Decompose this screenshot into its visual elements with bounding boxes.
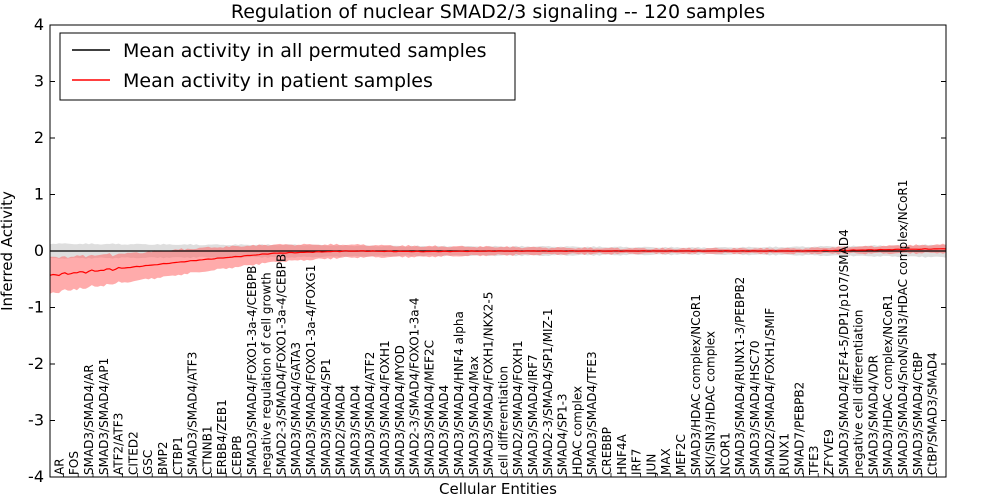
- category-label: CTNNB1: [200, 425, 214, 475]
- category-label: MAX: [659, 448, 673, 475]
- category-label: SMAD2/SMAD4/FOXH1: [511, 340, 525, 475]
- y-tick-label: 1: [34, 185, 44, 204]
- category-label: SMAD3/HDAC complex/NCoR1: [689, 294, 703, 475]
- category-label: JUN: [644, 454, 658, 476]
- category-label: SMAD3/SMAD4/ATF2: [363, 352, 377, 475]
- category-label: HNF4A: [615, 433, 629, 475]
- y-ticks: 4 3 2 1 0 -1 -2 -3 -4: [28, 15, 946, 486]
- category-label: SMAD3/SMAD4/FOXO1-3a-4/FOXG1: [304, 265, 318, 475]
- category-labels: AR FOS SMAD3/SMAD4/AR SMAD3/SMAD4/AP1 ATF2/A…: [52, 180, 939, 476]
- category-label: SMAD3/SMAD4: [437, 385, 451, 475]
- category-label: SMAD2-3/SMAD4/FOXO1-3a-4/CEBPB: [274, 254, 288, 475]
- category-label: SMAD3/SMAD4/ATF3: [186, 352, 200, 475]
- y-tick-label: -3: [28, 411, 44, 430]
- category-label: CTBP1: [171, 436, 185, 475]
- y-tick-label: 4: [34, 15, 44, 34]
- category-label: RUNX1: [778, 433, 792, 475]
- category-label: CtBP/SMAD3/SMAD4: [926, 352, 940, 475]
- category-label: SKI/SIN3/HDAC complex: [704, 331, 718, 475]
- category-label: SMAD3/SMAD4/Max: [467, 356, 481, 475]
- category-label: AR: [52, 458, 66, 475]
- y-tick-label: -2: [28, 354, 44, 373]
- category-label: SMAD3/SMAD4/FOXH1/NKX2-5: [482, 292, 496, 475]
- category-label: SMAD3/SMAD4/CtBP: [911, 352, 925, 475]
- category-label: SMAD2-3/SMAD4/SP1/MIZ-1: [541, 308, 555, 475]
- y-tick-label: -4: [28, 467, 44, 486]
- y-axis-label: Inferred Activity: [0, 191, 16, 311]
- patient-band: [50, 243, 946, 294]
- category-label: cell differentiation: [496, 366, 510, 475]
- category-label: GSC: [141, 450, 155, 475]
- category-label: SMAD2-3/SMAD4/FOXO1-3a-4: [408, 297, 422, 475]
- category-label: SMAD3/SMAD4/AP1: [97, 358, 111, 475]
- category-label: MEF2C: [674, 434, 688, 475]
- category-label: negative regulation of cell growth: [260, 272, 274, 475]
- category-label: SMAD3/SMAD4/MYOD: [393, 345, 407, 475]
- category-label: CEBPB: [230, 435, 244, 475]
- category-label: CITED2: [126, 431, 140, 475]
- category-label: SMAD3/SMAD4/IRF7: [526, 354, 540, 475]
- category-label: SMAD3/SMAD4/HSC70: [748, 341, 762, 475]
- category-label: SMAD3/SMAD4/VDR: [866, 355, 880, 475]
- legend: Mean activity in all permuted samples Me…: [59, 32, 516, 101]
- category-label: SMAD2/SMAD4: [334, 385, 348, 475]
- category-label: ATF2/ATF3: [112, 413, 126, 475]
- y-tick-label: 2: [34, 128, 44, 147]
- legend-label-permuted: Mean activity in all permuted samples: [123, 40, 486, 62]
- category-label: SMAD7/PEBPB2: [792, 382, 806, 475]
- category-label: BMP2: [156, 442, 170, 475]
- category-label: CREBBP: [600, 427, 614, 475]
- category-label: SMAD3/SMAD4/E2F4-5/DP1/p107/SMAD4: [837, 229, 851, 475]
- category-label: SMAD3/SMAD4/FOXH1: [378, 340, 392, 475]
- category-label: SMAD3/SMAD4: [348, 385, 362, 475]
- legend-label-patient: Mean activity in patient samples: [123, 70, 433, 92]
- category-label: HDAC complex: [570, 386, 584, 475]
- category-label: ZFYVE9: [822, 429, 836, 475]
- series-lines: [49, 248, 947, 277]
- chart-title: Regulation of nuclear SMAD2/3 signaling …: [231, 1, 765, 23]
- category-label: SMAD3/HDAC complex/NCoR1: [881, 294, 895, 475]
- y-tick-label: 3: [34, 72, 44, 91]
- y-tick-label: -1: [28, 298, 44, 317]
- category-label: NCOR1: [718, 432, 732, 475]
- category-label: SMAD3/SMAD4/MEF2C: [422, 340, 436, 475]
- x-axis-label: Cellular Entities: [439, 480, 557, 498]
- category-label: ERBB4/ZEB1: [215, 399, 229, 475]
- category-label: SMAD3/SMAD4/FOXO1-3a-4/CEBPB: [245, 266, 259, 475]
- category-label: SMAD3/SMAD4/GATA3: [289, 342, 303, 475]
- category-label: SMAD3/SMAD4/SP1: [319, 358, 333, 475]
- category-label: IRF7: [630, 449, 644, 475]
- category-label: negative cell differentiation: [852, 310, 866, 475]
- category-label: SMAD3/SMAD4/AR: [82, 364, 96, 475]
- legend-box: [59, 32, 516, 101]
- patient-mean-line: [49, 248, 947, 277]
- category-label: SMAD3/SMAD4/HNF4 alpha: [452, 311, 466, 475]
- category-label: FOS: [67, 451, 81, 475]
- category-label: SMAD4/SP1-3: [556, 393, 570, 475]
- category-label: SMAD3/SMAD4/TFE3: [585, 351, 599, 475]
- category-label: SMAD3/SMAD4/RUNX1-3/PEBPB2: [733, 277, 747, 475]
- category-label: SMAD2/SMAD4/FOXH1/SMIF: [763, 308, 777, 475]
- category-label: TFE3: [807, 446, 821, 476]
- y-tick-label: 0: [34, 241, 44, 260]
- category-label: SMAD3/SMAD4/SnoN/SIN3/HDAC complex/NCoR1: [896, 180, 910, 475]
